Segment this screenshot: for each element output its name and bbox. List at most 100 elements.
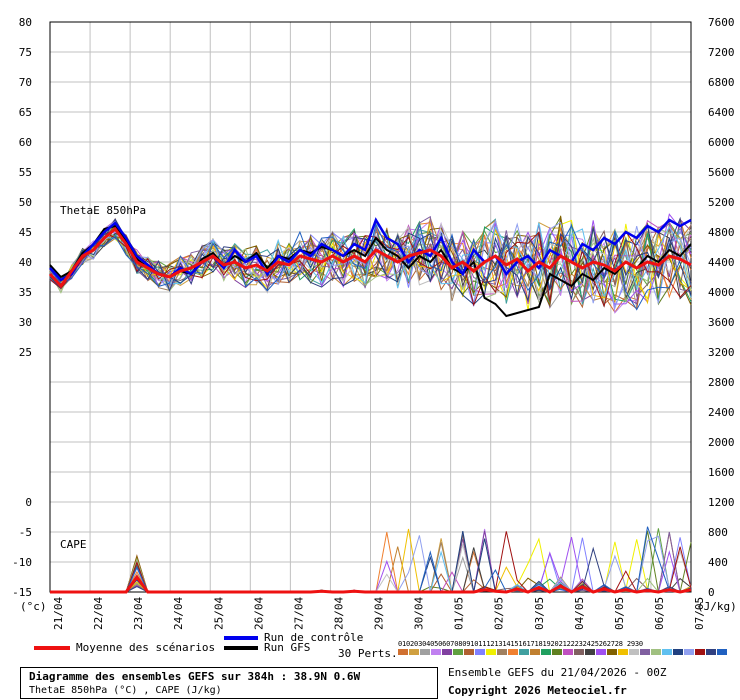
- control-swatch: [224, 635, 258, 640]
- pert-color-swatch: [453, 649, 463, 655]
- right-axis-ticks: 7600720068006400600056005200480044004000…: [708, 16, 735, 599]
- pert-color-swatch: [563, 649, 573, 655]
- right-tick-label: 4400: [708, 256, 735, 269]
- legend-gfs: Run GFS: [224, 641, 310, 654]
- left-tick-label: 30: [19, 316, 32, 329]
- main-series-lines: [48, 217, 692, 594]
- date-label: 30/04: [413, 597, 426, 630]
- right-tick-label: 1200: [708, 496, 735, 509]
- gfs-swatch: [224, 645, 258, 650]
- left-tick-label: 40: [19, 256, 32, 269]
- pert-color-swatch: [717, 649, 727, 655]
- date-label: 22/04: [92, 597, 105, 630]
- pert-color-swatch: [409, 649, 419, 655]
- right-tick-label: 6800: [708, 76, 735, 89]
- pert-color-swatch: [596, 649, 606, 655]
- pert-color-swatch: [497, 649, 507, 655]
- right-tick-label: 2800: [708, 376, 735, 389]
- perts-label: 30 Perts.: [338, 647, 398, 660]
- pert-color-swatch: [607, 649, 617, 655]
- legend-control-label: Run de contrôle: [264, 631, 364, 644]
- right-tick-label: 5200: [708, 196, 735, 209]
- pert-color-swatch: [684, 649, 694, 655]
- pert-color-swatch: [398, 649, 408, 655]
- date-label: 27/04: [292, 597, 305, 630]
- pert-color-swatch: [486, 649, 496, 655]
- right-unit-label: (J/kg): [697, 600, 737, 613]
- date-label: 24/04: [172, 597, 185, 630]
- pert-color-swatch: [629, 649, 639, 655]
- date-axis-labels: 21/04 22/04 23/04 24/04 25/04 26/04 27/04 28/04…: [52, 597, 706, 630]
- left-tick-label: 35: [19, 286, 32, 299]
- right-tick-label: 0: [708, 586, 715, 599]
- footer-title: Diagramme des ensembles GEFS sur 384h : …: [29, 670, 361, 683]
- right-tick-label: 3200: [708, 346, 735, 359]
- left-tick-label: 0: [25, 496, 32, 509]
- pert-color-swatch: [618, 649, 628, 655]
- right-tick-label: 5600: [708, 166, 735, 179]
- copyright: Copyright 2026 Meteociel.fr: [448, 684, 627, 697]
- right-tick-label: 800: [708, 526, 728, 539]
- date-label: 23/04: [132, 597, 145, 630]
- right-tick-label: 1600: [708, 466, 735, 479]
- footer-subtitle: ThetaE 850hPa (°C) , CAPE (J/kg): [29, 685, 222, 696]
- right-tick-label: 6400: [708, 106, 735, 119]
- cape-panel-label: CAPE: [60, 538, 87, 551]
- right-tick-label: 7600: [708, 16, 735, 29]
- pert-color-swatch: [530, 649, 540, 655]
- pert-color-swatch: [695, 649, 705, 655]
- pert-color-swatch: [706, 649, 716, 655]
- member-thetae-line: [49, 228, 692, 303]
- legend-control: Run de contrôle: [224, 631, 363, 644]
- left-tick-label: 50: [19, 196, 32, 209]
- pert-color-swatch: [651, 649, 661, 655]
- pert-color-swatch: [442, 649, 452, 655]
- pert-color-strip: [398, 649, 728, 655]
- left-tick-label: -15: [12, 586, 32, 599]
- pert-color-swatch: [662, 649, 672, 655]
- date-label: 28/04: [332, 597, 345, 630]
- pert-color-swatch: [640, 649, 650, 655]
- pert-color-swatch: [673, 649, 683, 655]
- right-tick-label: 400: [708, 556, 728, 569]
- pert-color-swatch: [431, 649, 441, 655]
- right-tick-label: 2400: [708, 406, 735, 419]
- mean-thetae-line: [48, 226, 692, 289]
- left-tick-label: 80: [19, 16, 32, 29]
- left-tick-label: 75: [19, 46, 32, 59]
- right-tick-label: 2000: [708, 436, 735, 449]
- right-tick-label: 4800: [708, 226, 735, 239]
- legend-mean: Moyenne des scénarios: [34, 641, 215, 654]
- left-tick-label: -10: [12, 556, 32, 569]
- left-tick-label: 25: [19, 346, 32, 359]
- date-label: 29/04: [373, 597, 386, 630]
- left-tick-label: 45: [19, 226, 32, 239]
- pert-color-swatch: [541, 649, 551, 655]
- footer-info-box: Diagramme des ensembles GEFS sur 384h : …: [20, 667, 438, 699]
- pert-color-swatch: [574, 649, 584, 655]
- thetae-panel-label: ThetaE 850hPa: [60, 204, 146, 217]
- left-tick-label: -5: [19, 526, 32, 539]
- run-info: Ensemble GEFS du 21/04/2026 - 00Z: [448, 666, 667, 679]
- left-tick-label: 70: [19, 76, 32, 89]
- pert-color-swatch: [585, 649, 595, 655]
- pert-color-swatch: [420, 649, 430, 655]
- date-label: 26/04: [252, 597, 265, 630]
- right-tick-label: 6000: [708, 136, 735, 149]
- grid-lines: [49, 21, 692, 593]
- date-label: 01/05: [453, 597, 466, 630]
- left-tick-label: 60: [19, 136, 32, 149]
- pert-color-swatch: [464, 649, 474, 655]
- left-tick-label: 55: [19, 166, 32, 179]
- legend-mean-label: Moyenne des scénarios: [76, 641, 216, 654]
- left-tick-label: 65: [19, 106, 32, 119]
- mean-cape-line: [50, 574, 692, 594]
- date-label: 06/05: [653, 597, 666, 630]
- pert-color-swatch: [552, 649, 562, 655]
- date-label: 04/05: [573, 597, 586, 630]
- date-label: 21/04: [52, 597, 65, 630]
- date-label: 05/05: [613, 597, 626, 630]
- right-tick-label: 3600: [708, 316, 735, 329]
- legend-gfs-label: Run GFS: [264, 641, 311, 654]
- ensemble-chart: 80 75 70 65 60 55 50 45 40 35 30 25 0 -5 -10 -15 7600 72…: [12, 16, 737, 630]
